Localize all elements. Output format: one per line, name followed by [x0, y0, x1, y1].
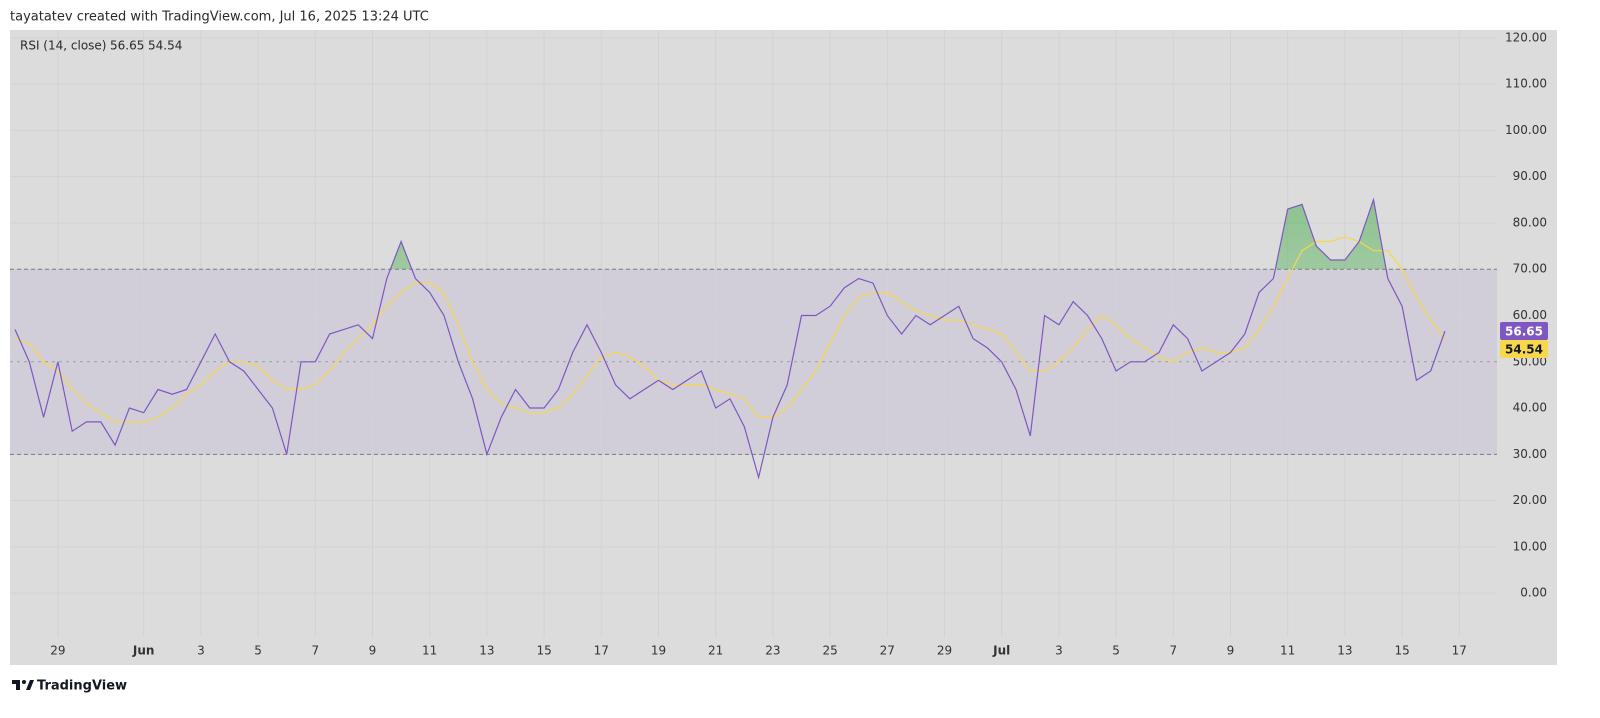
- grid: [10, 30, 1497, 637]
- y-tick-label: 110.00: [1505, 77, 1547, 91]
- series-line: [14, 236, 1446, 423]
- y-tick-label: 70.00: [1513, 262, 1547, 276]
- overbought-fill: [390, 199, 1387, 270]
- x-tick-label: 7: [311, 644, 319, 658]
- x-tick-label: 17: [594, 644, 609, 658]
- x-tick-label: 13: [479, 644, 494, 658]
- brand: TradingView: [37, 679, 127, 694]
- x-tick-label: 7: [1169, 644, 1177, 658]
- x-tick-label: 25: [822, 644, 837, 658]
- x-tick-label: Jun: [132, 644, 155, 658]
- y-tick-label: 100.00: [1505, 123, 1547, 137]
- x-tick-label: 11: [1280, 644, 1295, 658]
- x-tick-label: 29: [50, 644, 65, 658]
- x-tick-label: 27: [880, 644, 895, 658]
- legend-title: RSI (14, close): [20, 39, 106, 53]
- y-tick-label: 120.00: [1505, 30, 1547, 44]
- x-tick-label: 15: [1394, 644, 1409, 658]
- price-label: 56.65: [1505, 324, 1543, 338]
- price-label-box: [1500, 321, 1548, 340]
- x-tick-label: 23: [765, 644, 780, 658]
- legend-value: 54.54: [148, 39, 182, 53]
- y-tick-label: 60.00: [1513, 308, 1547, 322]
- x-tick-label: 3: [197, 644, 205, 658]
- x-tick-label: 15: [536, 644, 551, 658]
- x-tick-label: Jul: [992, 644, 1010, 658]
- y-tick-label: 40.00: [1513, 401, 1547, 415]
- x-tick-label: 9: [1227, 644, 1235, 658]
- plot-background: [10, 30, 1557, 665]
- legend-value: 56.65: [110, 39, 144, 53]
- y-tick-label: 0.00: [1520, 586, 1547, 600]
- y-tick-label: 90.00: [1513, 169, 1547, 183]
- x-tick-label: 21: [708, 644, 723, 658]
- x-tick-label: 13: [1337, 644, 1352, 658]
- x-tick-label: 19: [651, 644, 666, 658]
- y-tick-label: 80.00: [1513, 215, 1547, 229]
- y-tick-label: 10.00: [1513, 539, 1547, 553]
- y-tick-label: 30.00: [1513, 447, 1547, 461]
- labels: 0.0010.0020.0030.0040.0050.0060.0070.008…: [50, 30, 1548, 658]
- x-tick-label: 3: [1055, 644, 1063, 658]
- y-tick-label: 20.00: [1513, 493, 1547, 507]
- x-tick-label: 17: [1452, 644, 1467, 658]
- x-tick-label: 9: [369, 644, 377, 658]
- price-label-box: [1500, 339, 1548, 358]
- x-tick-label: 29: [937, 644, 952, 658]
- series-line: [14, 197, 1446, 480]
- attribution: tayatatev created with TradingView.com, …: [10, 10, 429, 25]
- x-tick-label: 5: [1112, 644, 1120, 658]
- marks: [14, 197, 1446, 480]
- x-tick-label: 11: [422, 644, 437, 658]
- logo: [12, 680, 34, 690]
- x-tick-label: 5: [254, 644, 262, 658]
- price-label: 54.54: [1505, 342, 1543, 356]
